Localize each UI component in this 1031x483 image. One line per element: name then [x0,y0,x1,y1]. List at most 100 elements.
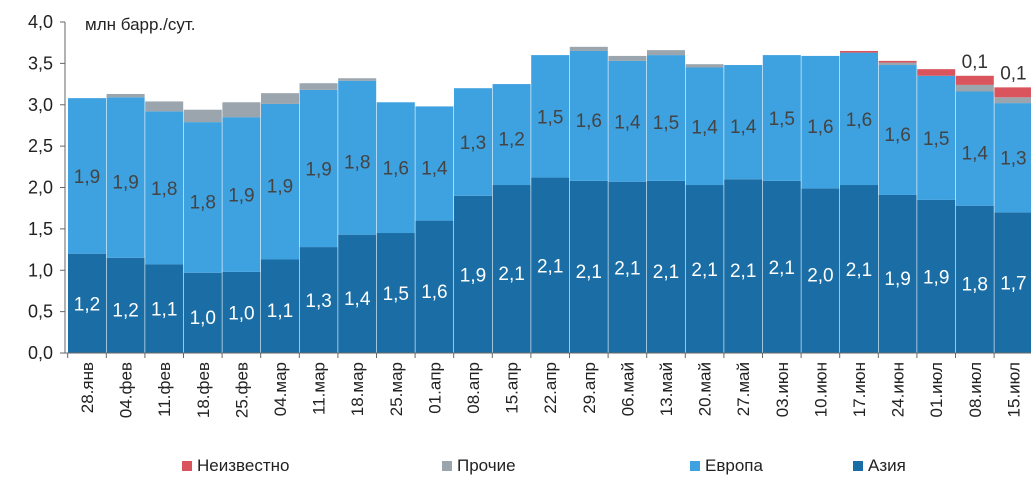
data-label-asia: 2,1 [498,264,524,285]
data-label-asia: 2,1 [846,260,872,281]
legend-swatch [182,461,192,471]
data-label-europe: 1,9 [228,186,254,207]
bar-segment-азия [338,234,377,353]
x-tick-label: 08.апр [464,362,483,414]
data-label-asia: 1,0 [190,308,216,329]
bar-segment-неизвестно [878,60,917,63]
bar-segment-азия [724,179,763,353]
bar-segment-азия [994,212,1031,353]
x-tick-label: 06.май [618,362,637,416]
y-tick-label: 2,5 [28,136,53,156]
data-label-asia: 2,1 [653,262,679,283]
bar-segment-европа [840,52,878,186]
x-tick-label: 29.апр [580,362,599,414]
x-tick-label: 18.мар [348,362,367,416]
y-tick-label: 1,0 [28,260,53,280]
x-tick-label: 27.май [734,362,753,416]
legend-label: Европа [705,456,763,475]
legend-label: Азия [868,456,906,475]
x-tick-label: 01.апр [425,362,444,414]
data-label-asia: 2,1 [691,260,717,281]
x-tick-label: 15.июл [1004,362,1023,417]
x-tick-label: 20.май [696,362,715,416]
x-tick-label: 10.июн [811,362,830,417]
data-label-europe: 1,3 [460,133,486,154]
bar-segment-азия [183,272,222,353]
data-label-europe: 1,6 [807,117,833,138]
data-label-asia: 2,1 [614,258,640,279]
bar-segment-прочие [955,84,994,92]
bar-segment-азия [917,199,956,353]
bar-segment-прочие [261,93,299,104]
data-label-asia: 1,0 [228,303,254,324]
data-label-europe: 1,4 [421,159,448,180]
data-label-unknown: 0,1 [962,52,988,73]
data-label-asia: 1,2 [74,294,100,315]
bar-segment-прочие [338,78,377,81]
bar-segment-азия [840,185,878,353]
x-tick-label: 28.янв [78,362,97,413]
bar-segment-европа [531,55,570,178]
x-tick-label: 13.май [657,362,676,416]
x-tick-label: 15.апр [503,362,522,414]
y-tick-label: 3,5 [28,53,53,73]
data-label-asia: 1,9 [923,267,949,288]
data-label-asia: 1,1 [267,301,293,322]
x-tick-label: 18.фев [194,362,213,418]
data-label-asia: 2,1 [769,258,795,279]
data-label-asia: 1,9 [460,265,486,286]
data-label-asia: 1,7 [1000,274,1026,295]
y-tick-label: 2,0 [28,178,53,198]
data-label-europe: 1,6 [884,125,910,146]
x-tick-label: 01.июл [927,362,946,417]
y-tick-label: 0,5 [28,302,53,322]
data-label-asia: 2,1 [537,256,563,277]
bar-segment-неизвестно [840,50,878,53]
x-tick-label: 08.июл [966,362,985,417]
legend-label: Неизвестно [197,456,289,475]
bar-segment-европа [376,102,415,234]
x-tick-label: 11.фев [155,362,174,417]
bar-segment-европа [492,84,531,186]
x-tick-label: 03.июн [773,362,792,417]
y-tick-label: 3,0 [28,95,53,115]
bar-segment-европа [569,50,608,181]
bar-segment-прочие [106,93,145,98]
bar-segment-азия [878,194,917,353]
data-label-europe: 1,5 [769,109,795,130]
y-tick-label: 1,5 [28,219,53,239]
data-label-europe: 1,3 [1000,149,1026,170]
bar-segment-европа [106,97,145,258]
y-tick-label: 4,0 [28,12,53,32]
data-label-europe: 1,4 [962,144,989,165]
bar-segment-европа [647,55,685,181]
bar-segment-европа [261,103,299,260]
bar-segment-прочие [994,97,1031,104]
data-label-europe: 1,4 [730,117,757,138]
data-label-europe: 1,9 [112,173,138,194]
bar-segment-азия [376,233,415,353]
bar-segment-европа [801,55,840,189]
bar-segment-азия [608,181,647,353]
legend-swatch [853,461,863,471]
data-label-asia: 1,9 [884,269,910,290]
bar-segment-европа [222,117,261,272]
data-label-asia: 1,6 [421,282,447,303]
bar-segment-прочие [647,50,685,56]
unit-label: млн барр./сут. [85,15,196,34]
bar-segment-азия [955,205,994,353]
bar-segment-прочие [608,55,647,61]
bar-segment-европа [454,88,492,196]
bar-segment-прочие [299,83,338,90]
legend-swatch [442,461,452,471]
bar-segment-европа [299,89,338,248]
bar-segment-европа [685,67,724,186]
bar-segment-азия [492,185,531,353]
data-label-europe: 1,9 [305,159,331,180]
data-label-europe: 1,4 [691,117,718,138]
x-tick-label: 24.июн [889,362,908,417]
x-tick-label: 25.мар [387,362,406,416]
bar-segment-азия [801,188,840,353]
bar-segment-европа [415,106,454,221]
bar-segment-европа [145,111,184,265]
